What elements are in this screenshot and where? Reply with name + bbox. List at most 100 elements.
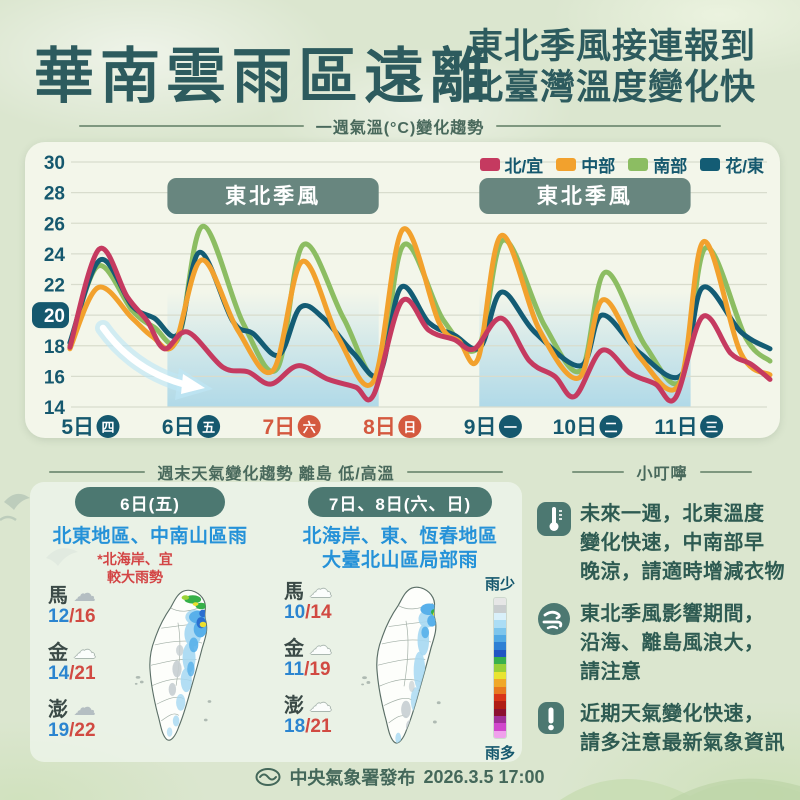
divider-line (78, 125, 304, 127)
rain-headline-weekend-line2: 大臺北山區局部雨 (321, 550, 478, 571)
page-subtitle-line2: 北臺灣溫度變化快 (468, 68, 757, 107)
island-label-row: 馬 ☁ (284, 576, 348, 603)
rain-scale-segment (494, 701, 506, 709)
tip-text: 未來一週，北東溫度 變化快速，中南部早 晚涼，請適時增減衣物 (580, 500, 785, 587)
rain-overlay (166, 595, 207, 737)
alert-icon (537, 702, 571, 736)
offshore-islands (134, 675, 212, 722)
legend-label: 南部 (653, 157, 688, 176)
tip-text-line: 東北季風影響期間， (580, 603, 765, 625)
legend-item: 北/宜 (479, 152, 544, 177)
island-row: 馬 ☁ 12/16 (48, 580, 112, 628)
island-label-row: 金 ☁ (48, 637, 112, 664)
divider-line (496, 125, 722, 127)
tip-item: 東北季風影響期間， 沿海、離島風浪大， 請注意 (537, 600, 793, 687)
svg-text:9日: 9日 (464, 416, 497, 438)
cloud-gray-icon: ☁ (73, 694, 96, 720)
rain-scale-segment (494, 686, 506, 694)
island-name: 金 (284, 637, 304, 660)
slash: / (69, 720, 75, 741)
cloud-white-icon: ☁ (73, 637, 96, 663)
rain-scale-segment (494, 605, 506, 613)
island-label-row: 金 ☁ (284, 633, 348, 660)
high-temp: 19 (309, 659, 331, 680)
rain-scale-segment (494, 671, 506, 680)
rain-scale-segment (494, 716, 506, 724)
rain-scale-segment (494, 627, 506, 635)
island-name: 金 (48, 641, 68, 664)
divider-line (699, 471, 752, 473)
rain-scale-colorbar (494, 598, 506, 738)
svg-text:26: 26 (44, 214, 65, 235)
low-temp: 14 (48, 663, 70, 684)
island-low-high: 12/16 (48, 606, 112, 628)
rain-scale-segment (494, 664, 506, 672)
legend-swatch (700, 158, 721, 171)
temperature-chart-panel: 東北季風 東北季風 30 28 26 24 22 20 18 16 14 5日四 6日五 7日六 8日日… (25, 142, 780, 439)
rain-scale-segment (494, 679, 506, 687)
thermometer-icon (537, 502, 571, 536)
rain-scale-segment (494, 620, 506, 628)
tips-list: 未來一週，北東溫度 變化快速，中南部早 晚涼，請適時增減衣物東北季風影響期間， 沿海、… (537, 500, 793, 758)
legend-label: 中部 (581, 157, 616, 176)
legend-swatch (628, 158, 649, 171)
slash: / (305, 602, 311, 623)
high-temp: 21 (310, 716, 332, 737)
high-temp: 21 (74, 663, 96, 684)
taiwan-rain-map-friday (134, 589, 212, 741)
slash: / (305, 716, 311, 737)
legend-item: 南部 (628, 152, 687, 177)
high-temp: 22 (74, 720, 96, 741)
island-row: 馬 ☁ 10/14 (284, 576, 348, 624)
svg-text:22: 22 (44, 276, 65, 297)
svg-text:20: 20 (44, 306, 65, 327)
island-low-high: 10/14 (284, 602, 348, 624)
monsoon-label-boxes: 東北季風 東北季風 (167, 178, 691, 214)
island-name: 澎 (284, 694, 304, 717)
cloud-white-icon: ☁ (309, 633, 332, 659)
weekend-header: 週末天氣變化趨勢 離島 低/高溫 (157, 466, 395, 483)
rain-note-line1: *北海岸、宜 (97, 551, 173, 567)
rain-scale-segment (494, 598, 506, 606)
tips-header: 小叮嚀 (636, 466, 688, 483)
island-low-high: 18/21 (284, 716, 348, 738)
svg-text:五: 五 (202, 420, 215, 435)
legend-label: 北/宜 (504, 157, 544, 176)
weekend-panel-background (30, 482, 522, 762)
island-row: 金 ☁ 11/19 (284, 633, 348, 681)
high-temp: 16 (74, 606, 96, 627)
temperature-trend-chart: 東北季風 東北季風 30 28 26 24 22 20 18 16 14 5日四 6日五 7日六 8日日… (32, 153, 773, 439)
tip-item: 未來一週，北東溫度 變化快速，中南部早 晚涼，請適時增減衣物 (537, 500, 793, 587)
svg-text:7日: 7日 (263, 416, 296, 438)
temperature-drop-arrow (95, 320, 213, 400)
rain-scale-segment (494, 642, 506, 650)
islands-temps-friday: 馬 ☁ 12/16 金 ☁ 14/21 澎 ☁ 19/22 (48, 580, 112, 742)
rain-scale-segment (494, 657, 506, 665)
cloud-gray-icon: ☁ (73, 580, 96, 606)
slash: / (69, 606, 75, 627)
low-temp: 10 (284, 602, 306, 623)
rain-note-line2: 較大雨勢 (107, 569, 163, 585)
island-label-row: 澎 ☁ (284, 690, 348, 717)
series-line-1 (67, 226, 773, 393)
legend-swatch (556, 158, 577, 171)
tip-text-line: 近期天氣變化快速， (580, 703, 765, 725)
date-pill-friday: 6日(五) (75, 487, 225, 517)
cloud-white-icon: ☁ (309, 690, 332, 716)
island-row: 澎 ☁ 18/21 (284, 690, 348, 738)
low-temp: 12 (48, 606, 70, 627)
svg-text:四: 四 (101, 420, 114, 435)
rain-scale-segment (494, 634, 506, 643)
island-name: 馬 (284, 580, 304, 603)
weekend-header-row: 週末天氣變化趨勢 離島 低/高溫 (30, 460, 522, 484)
date-pill-weekend: 7日、8日(六、日) (308, 487, 492, 517)
svg-text:18: 18 (44, 337, 65, 358)
svg-text:16: 16 (44, 367, 65, 388)
chart-subtitle-row: 一週氣溫(°C)變化趨勢 (0, 114, 800, 138)
svg-text:6日: 6日 (162, 416, 195, 438)
tip-text-line: 未來一週，北東溫度 (580, 503, 765, 525)
cwa-logo-icon (255, 768, 281, 786)
svg-text:8日: 8日 (363, 416, 396, 438)
tip-text-line: 變化快速，中南部早 (580, 532, 765, 554)
low-temp: 18 (284, 716, 306, 737)
